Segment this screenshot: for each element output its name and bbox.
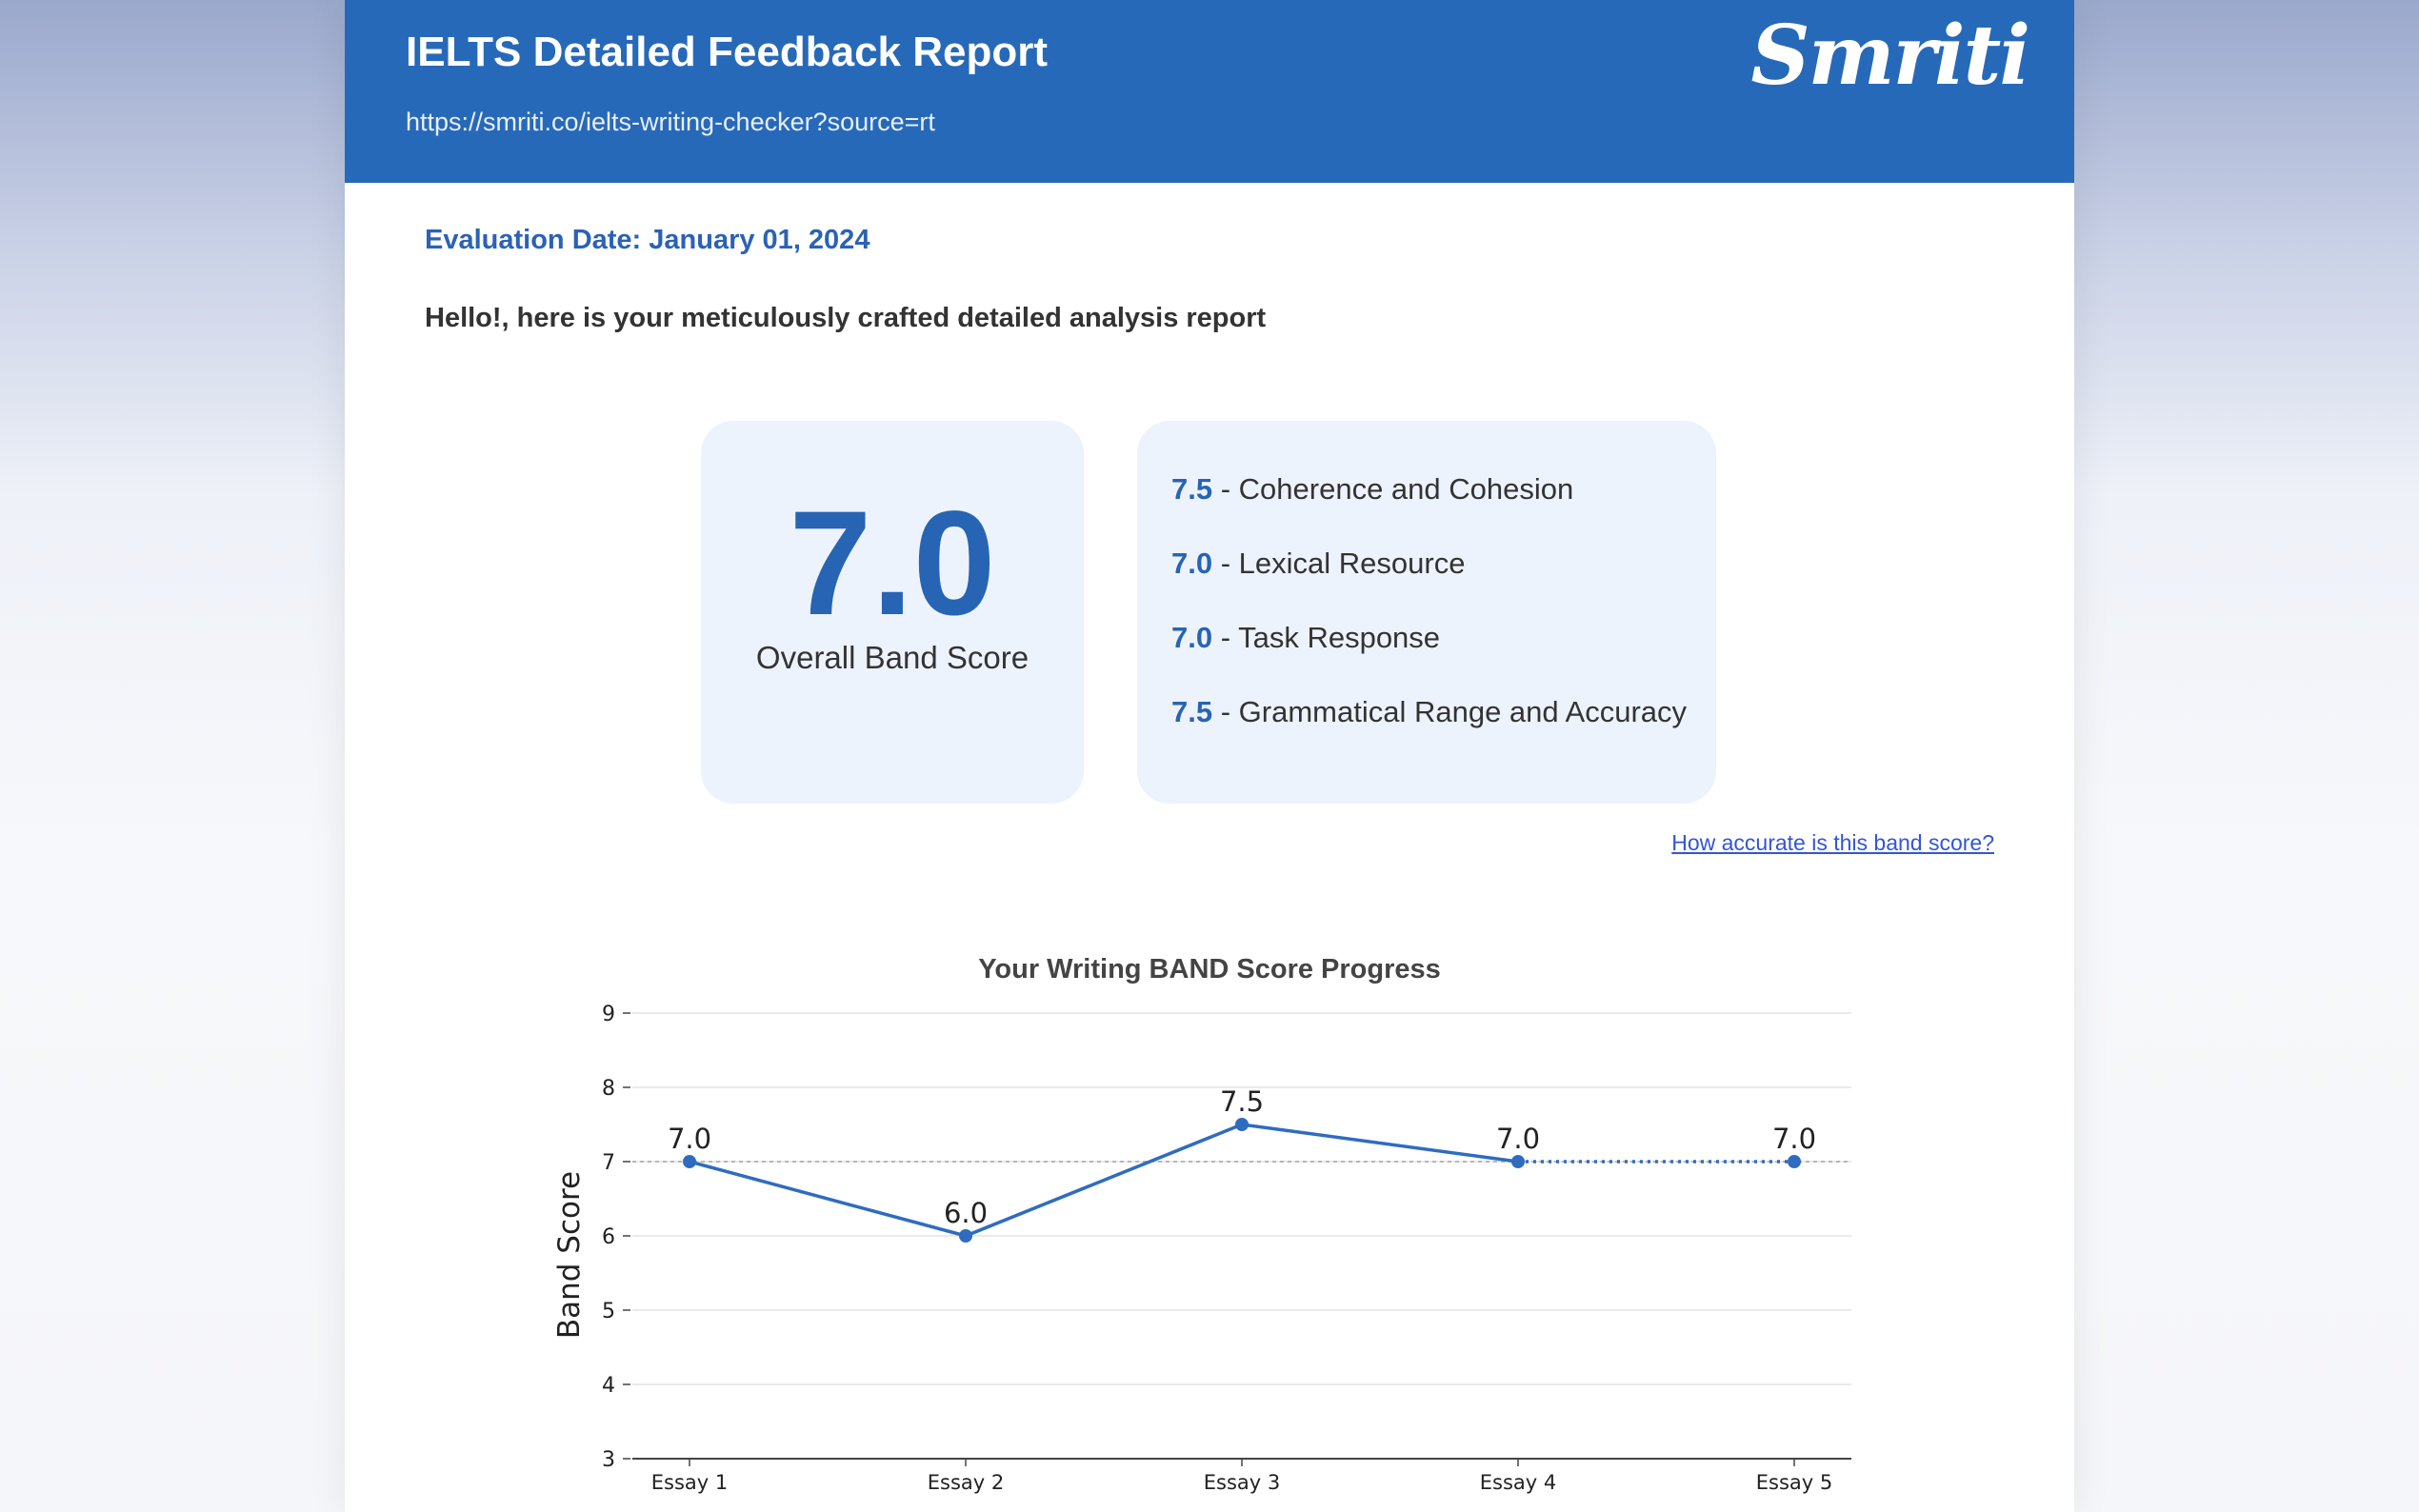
data-label: 7.0 xyxy=(668,1123,711,1155)
criterion-score: 7.0 xyxy=(1171,621,1213,654)
y-tick-label: 5 xyxy=(602,1300,615,1323)
criterion-label: - Grammatical Range and Accuracy xyxy=(1212,695,1688,728)
chart-title: Your Writing BAND Score Progress xyxy=(978,954,1441,985)
criterion-coherence: 7.5 - Coherence and Cohesion xyxy=(1171,472,1573,507)
x-tick-label: Essay 1 xyxy=(651,1471,728,1494)
report-title: IELTS Detailed Feedback Report xyxy=(406,29,1049,75)
x-tick-label: Essay 5 xyxy=(1756,1471,1832,1494)
greeting-text: Hello!, here is your meticulously crafte… xyxy=(425,303,1267,333)
y-tick-label: 3 xyxy=(602,1448,615,1472)
data-label: 6.0 xyxy=(944,1197,988,1229)
x-tick-label: Essay 4 xyxy=(1480,1471,1556,1494)
criteria-scores-card: 7.5 - Coherence and Cohesion 7.0 - Lexic… xyxy=(1137,421,1716,804)
y-tick-label: 4 xyxy=(602,1374,615,1398)
data-point xyxy=(1511,1155,1525,1168)
report-url[interactable]: https://smriti.co/ielts-writing-checker?… xyxy=(406,108,935,136)
criterion-score: 7.0 xyxy=(1171,547,1213,580)
criterion-grammar: 7.5 - Grammatical Range and Accuracy xyxy=(1171,695,1687,729)
overall-score-card: 7.0 Overall Band Score xyxy=(701,421,1084,804)
data-point xyxy=(1788,1155,1801,1168)
data-label: 7.0 xyxy=(1496,1123,1540,1155)
x-tick-label: Essay 3 xyxy=(1204,1471,1280,1494)
y-axis-label: Band Score xyxy=(552,1171,587,1339)
y-tick-label: 7 xyxy=(602,1151,615,1175)
data-point xyxy=(683,1155,696,1168)
data-point xyxy=(1235,1118,1249,1131)
data-point xyxy=(959,1229,972,1243)
y-tick-label: 6 xyxy=(602,1225,615,1249)
criterion-score: 7.5 xyxy=(1171,472,1213,506)
overall-band-score: 7.0 xyxy=(789,481,996,647)
smriti-logo: Smriti xyxy=(1750,8,2030,104)
criterion-task-response: 7.0 - Task Response xyxy=(1171,621,1440,655)
data-label: 7.5 xyxy=(1220,1085,1264,1118)
data-label: 7.0 xyxy=(1772,1123,1816,1155)
band-score-accuracy-link[interactable]: How accurate is this band score? xyxy=(1671,830,1994,855)
x-tick-label: Essay 2 xyxy=(928,1471,1004,1494)
criterion-label: - Lexical Resource xyxy=(1212,547,1466,580)
criterion-label: - Coherence and Cohesion xyxy=(1212,472,1574,506)
criterion-label: - Task Response xyxy=(1212,621,1441,654)
overall-band-label: Overall Band Score xyxy=(755,640,1030,675)
criterion-lexical: 7.0 - Lexical Resource xyxy=(1171,547,1465,581)
evaluation-date: Evaluation Date: January 01, 2024 xyxy=(425,225,870,255)
y-tick-label: 9 xyxy=(602,1003,615,1026)
band-score-progress-chart: 3 4 5 6 7 8 9 Essay 1 Essay 2 Essay 3 Essay 4 Essay… xyxy=(552,1003,1851,1494)
y-tick-label: 8 xyxy=(602,1077,615,1101)
series-line xyxy=(689,1123,1519,1238)
report-header: IELTS Detailed Feedback Report https://s… xyxy=(345,0,2074,183)
criterion-score: 7.5 xyxy=(1171,695,1213,728)
report-page: IELTS Detailed Feedback Report https://s… xyxy=(345,0,2074,1512)
